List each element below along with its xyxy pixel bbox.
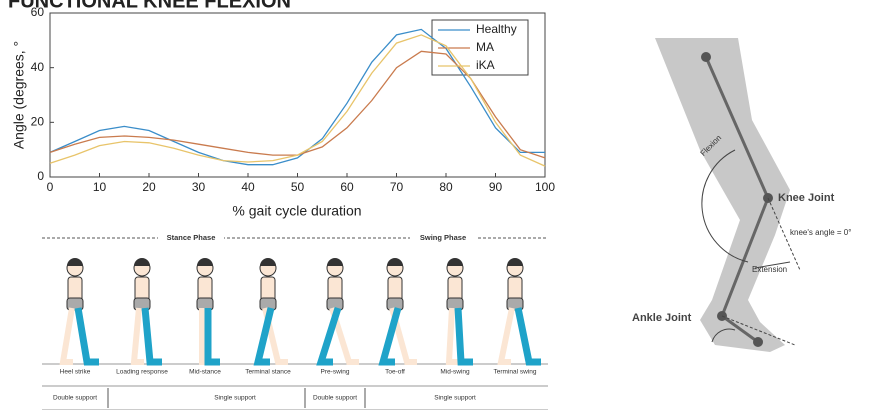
event-label: Pre-swing	[321, 369, 350, 376]
y-tick-label: 20	[31, 115, 45, 129]
torso	[68, 277, 82, 301]
hair	[447, 258, 463, 266]
hair	[134, 258, 150, 266]
torso	[328, 277, 342, 301]
front-leg	[518, 308, 541, 362]
y-tick-label: 60	[31, 5, 45, 19]
front-leg	[78, 308, 99, 362]
torso	[508, 277, 522, 301]
walker-figure	[447, 258, 473, 362]
ankle-joint-label: Ankle Joint	[632, 312, 692, 324]
walker-figure	[383, 258, 417, 362]
event-label: Heel strike	[60, 369, 91, 376]
event-label: Terminal stance	[245, 369, 291, 376]
walker-figure	[258, 258, 288, 362]
front-leg	[145, 308, 162, 362]
front-leg	[321, 308, 338, 362]
walker-figure	[321, 258, 359, 362]
front-leg	[383, 308, 398, 362]
x-tick-label: 40	[241, 180, 255, 194]
support-label: Single support	[434, 395, 476, 402]
y-axis-label: Angle (degrees, °	[11, 41, 27, 149]
phase-label: Stance Phase	[167, 233, 216, 242]
hair	[507, 258, 523, 266]
torso	[135, 277, 149, 301]
x-tick-label: 80	[439, 180, 453, 194]
torso	[261, 277, 275, 301]
walker-figure	[134, 258, 162, 362]
event-label: Terminal swing	[494, 369, 537, 376]
front-leg	[208, 308, 220, 362]
walker-figure	[197, 258, 220, 362]
event-label: Toe-off	[385, 369, 405, 376]
x-tick-label: 20	[142, 180, 156, 194]
x-tick-label: 100	[535, 180, 555, 194]
hair	[387, 258, 403, 266]
extension-label: Extension	[752, 265, 787, 274]
walker-figure	[63, 258, 99, 362]
torso	[388, 277, 402, 301]
torso	[448, 277, 462, 301]
gait-illustration: Stance Phase Swing Phase Heel strike Load…	[42, 233, 548, 410]
x-tick-label: 0	[47, 180, 54, 194]
x-tick-label: 30	[192, 180, 206, 194]
support-label: Single support	[214, 395, 256, 402]
support-label: Double support	[313, 395, 357, 402]
walker-figure	[501, 258, 541, 362]
leg-diagram: Knee Joint Ankle Joint Flexion Extension…	[632, 38, 851, 352]
phase-label: Swing Phase	[420, 233, 466, 242]
x-tick-label: 10	[93, 180, 107, 194]
hair	[327, 258, 343, 266]
figure: FUNCTIONAL KNEE FLEXION % gait cycle dur…	[0, 0, 882, 410]
x-tick-label: 70	[390, 180, 404, 194]
legend-label: iKA	[476, 58, 495, 72]
x-tick-label: 90	[489, 180, 503, 194]
legend-label: MA	[476, 40, 494, 54]
legend-label: Healthy	[476, 22, 517, 36]
torso	[198, 277, 212, 301]
back-leg	[63, 308, 73, 362]
knee-joint-label: Knee Joint	[778, 192, 835, 204]
hair	[260, 258, 276, 266]
hair	[197, 258, 213, 266]
x-tick-label: 60	[340, 180, 354, 194]
x-tick-label: 50	[291, 180, 305, 194]
back-leg	[501, 308, 512, 362]
x-axis-label: % gait cycle duration	[232, 203, 361, 219]
event-label: Mid-stance	[189, 369, 221, 376]
knee-angle-label: knee's angle = 0°	[790, 228, 851, 237]
figure-title: FUNCTIONAL KNEE FLEXION	[8, 0, 291, 12]
hair	[67, 258, 83, 266]
support-label: Double support	[53, 395, 97, 402]
y-tick-label: 40	[31, 60, 45, 74]
event-label: Loading response	[116, 369, 168, 376]
front-leg	[458, 308, 473, 362]
event-label: Mid-swing	[440, 369, 470, 376]
y-tick-label: 0	[37, 169, 44, 183]
